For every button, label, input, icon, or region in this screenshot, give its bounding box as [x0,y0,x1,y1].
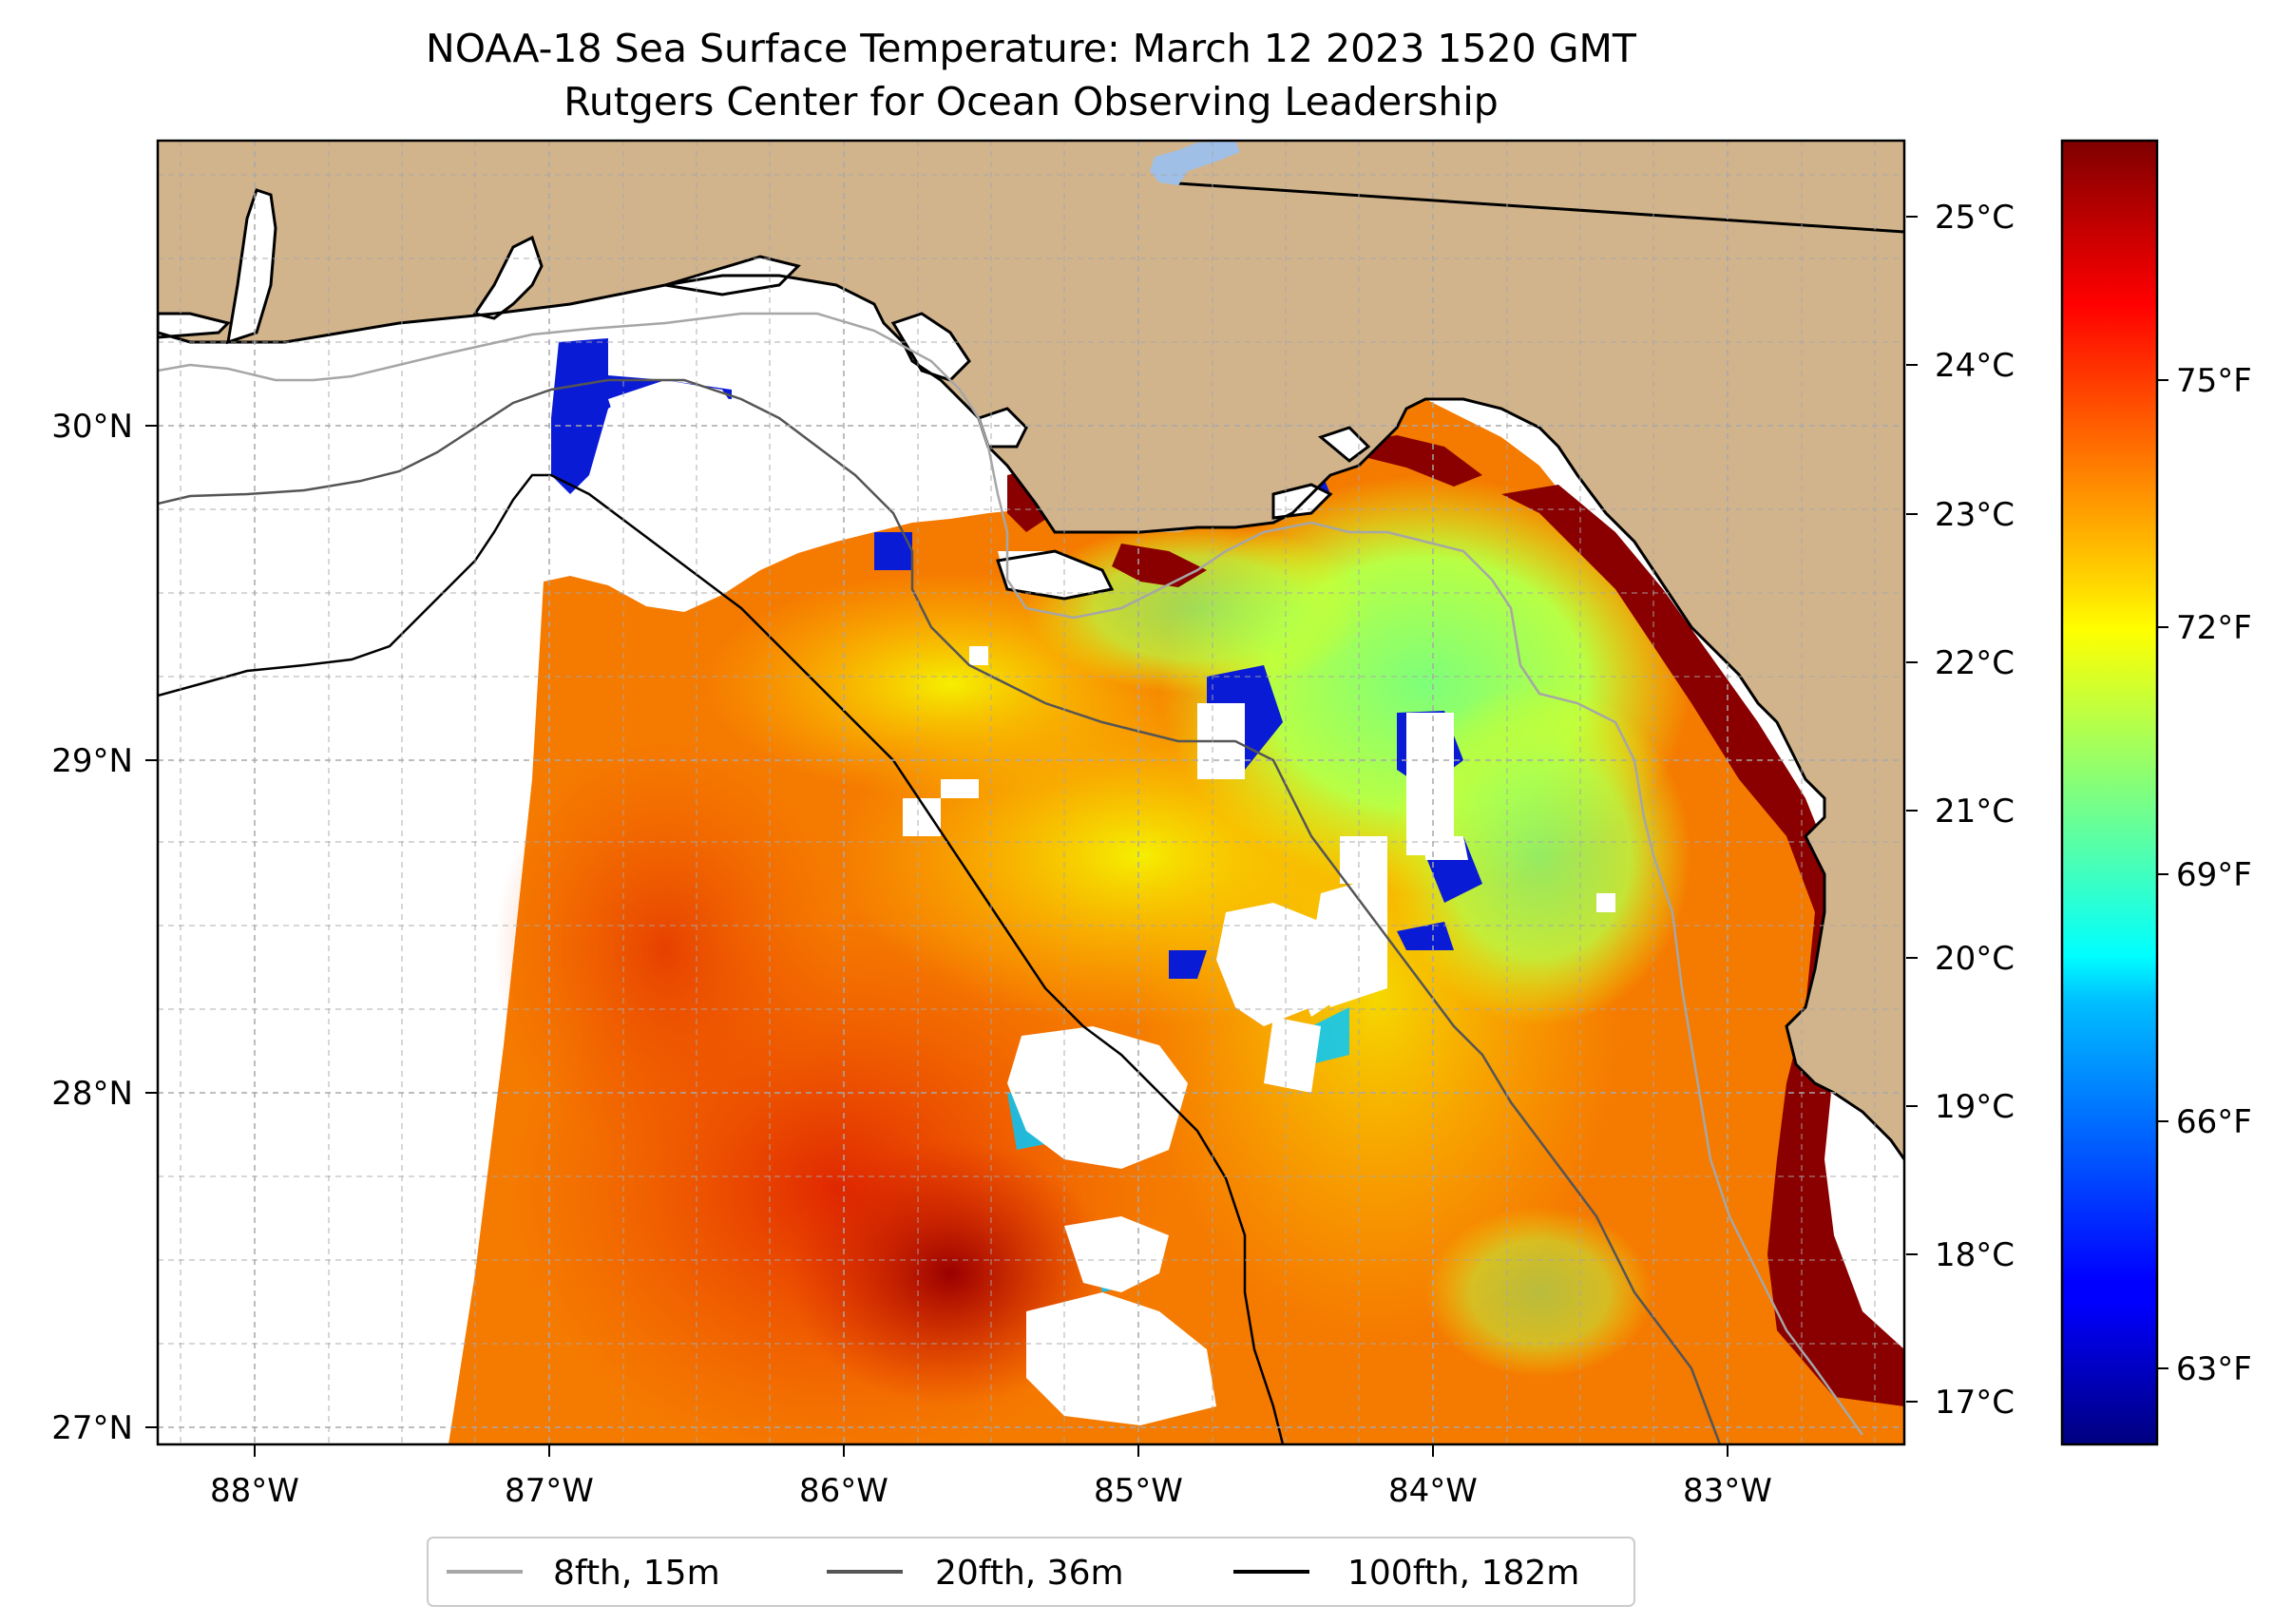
x-tick-label: 84°W [1388,1472,1478,1510]
x-axis [254,1444,1729,1457]
celsius-tick-label: 17°C [1935,1384,2015,1422]
celsius-tick-label: 19°C [1935,1088,2015,1126]
y-axis [145,425,158,1428]
celsius-tick-label: 23°C [1935,496,2015,534]
x-tick-label: 88°W [210,1472,299,1510]
celsius-tick-label: 18°C [1935,1236,2015,1274]
fahrenheit-tick-label: 63°F [2176,1350,2252,1388]
isobath-8fth [158,312,1864,1436]
colorbar [2060,139,2159,1446]
legend: 8fth, 15m 20fth, 36m 100fth, 182m [427,1537,1635,1607]
map-title: NOAA-18 Sea Surface Temperature: March 1… [426,26,1637,71]
celsius-tick-label: 22°C [1935,644,2015,682]
fahrenheit-tick-label: 75°F [2176,362,2252,400]
colorbar-celsius-ticks [1906,216,1918,1403]
colorbar-fahrenheit-ticks [2157,379,2168,1369]
legend-label-20fth: 20fth, 36m [935,1554,1124,1593]
legend-box [427,1537,1635,1607]
isobath-100fth [158,473,1285,1444]
isobath-20fth [158,378,1722,1444]
fahrenheit-tick-label: 72°F [2176,609,2252,647]
x-tick-label: 83°W [1683,1472,1772,1510]
legend-label-8fth: 8fth, 15m [553,1554,720,1593]
fahrenheit-tick-label: 66°F [2176,1103,2252,1141]
celsius-tick-label: 25°C [1935,199,2015,237]
y-tick-label: 27°N [51,1409,133,1447]
x-tick-label: 85°W [1094,1472,1183,1510]
land-mass [158,141,1904,1159]
y-tick-label: 28°N [51,1075,133,1113]
x-tick-label: 87°W [505,1472,594,1510]
gridlines [158,141,1904,1444]
fahrenheit-tick-label: 69°F [2176,856,2252,894]
map-subtitle: Rutgers Center for Ocean Observing Leade… [563,79,1499,124]
legend-label-100fth: 100fth, 182m [1347,1554,1579,1593]
y-tick-label: 30°N [51,408,133,446]
celsius-tick-label: 20°C [1935,940,2015,978]
x-tick-label: 86°W [799,1472,888,1510]
coastline [158,274,1904,1160]
map-area [158,141,1904,1444]
y-tick-label: 29°N [51,742,133,780]
state-boundary [1177,182,1904,234]
celsius-tick-label: 24°C [1935,347,2015,385]
cloud-holes [608,380,1615,1425]
celsius-tick-label: 21°C [1935,793,2015,831]
map-frame [156,139,1906,1446]
